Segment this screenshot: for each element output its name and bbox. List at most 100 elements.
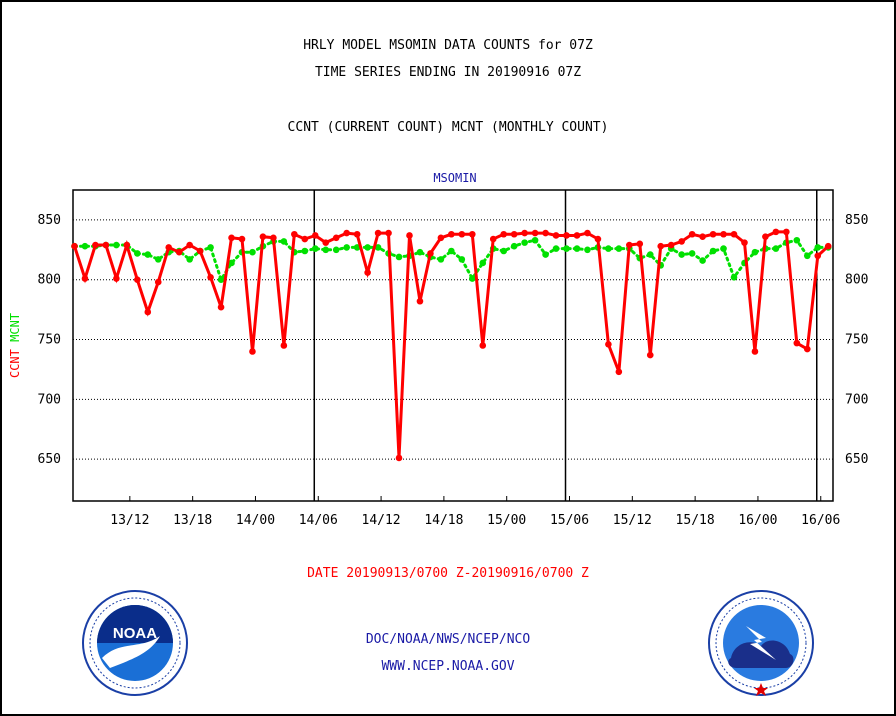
data-point-mcnt [468, 275, 476, 282]
noaa-logo-icon[interactable]: NOAA [80, 588, 190, 698]
data-point-ccnt [489, 235, 497, 243]
data-point-ccnt [165, 244, 173, 251]
data-point-mcnt [217, 276, 225, 284]
y-axis-label: CCNT MCNT [8, 313, 22, 378]
data-point-ccnt [395, 454, 403, 462]
data-point-ccnt [762, 233, 769, 240]
x-tick-label: 14/06 [299, 513, 338, 528]
data-point-mcnt [437, 256, 445, 263]
data-point-ccnt [646, 351, 654, 359]
data-point-mcnt [521, 239, 528, 246]
data-point-ccnt [175, 248, 183, 256]
data-point-ccnt [584, 229, 591, 237]
data-point-ccnt [301, 235, 309, 243]
data-point-mcnt [479, 259, 487, 267]
data-point-mcnt [113, 241, 120, 249]
data-point-mcnt [573, 245, 581, 252]
data-point-mcnt [228, 259, 235, 267]
data-point-mcnt [374, 244, 382, 251]
series-line-ccnt [73, 230, 830, 458]
x-tick-label: 15/00 [487, 513, 526, 528]
data-point-mcnt [207, 244, 214, 251]
data-point-mcnt [552, 245, 560, 252]
data-point-mcnt [395, 253, 403, 261]
x-tick-label: 14/12 [362, 513, 401, 528]
data-point-ccnt [123, 241, 131, 249]
data-point-ccnt [353, 230, 361, 238]
data-point-ccnt [605, 341, 612, 348]
data-point-mcnt [563, 245, 570, 252]
data-point-ccnt [803, 345, 811, 353]
data-point-ccnt [500, 230, 508, 238]
data-point-ccnt [783, 228, 790, 236]
x-tick-label: 15/18 [676, 513, 715, 528]
plot-frame [72, 189, 834, 502]
data-point-mcnt [720, 245, 727, 252]
data-point-mcnt [605, 245, 612, 252]
data-point-ccnt [437, 234, 445, 242]
data-point-ccnt [699, 233, 706, 240]
nws-logo-icon[interactable] [706, 588, 816, 698]
data-point-ccnt [720, 230, 727, 238]
noaa-logo-text: NOAA [113, 625, 157, 642]
y-tick-label-right: 800 [845, 273, 868, 288]
data-point-ccnt [322, 239, 330, 246]
data-point-ccnt [416, 297, 424, 305]
data-point-mcnt [311, 245, 319, 252]
y-axis-label-mcnt: MCNT [8, 313, 22, 349]
data-point-mcnt [678, 251, 685, 258]
y-tick-label-right: 700 [845, 392, 868, 407]
data-point-mcnt [186, 256, 193, 263]
data-point-mcnt [332, 246, 340, 254]
data-point-ccnt [291, 230, 298, 238]
data-point-mcnt [301, 247, 309, 255]
y-axis-label-ccnt: CCNT [8, 349, 22, 378]
data-point-mcnt [154, 256, 162, 263]
data-point-ccnt [468, 230, 476, 238]
data-point-ccnt [259, 233, 267, 240]
date-range-label: DATE 20190913/0700 Z-20190916/0700 Z [307, 566, 589, 581]
data-point-mcnt [458, 256, 466, 263]
data-point-ccnt [238, 235, 246, 243]
data-point-mcnt [448, 247, 455, 255]
y-tick-label-right: 850 [845, 213, 868, 228]
data-point-ccnt [280, 342, 288, 349]
data-point-mcnt [542, 251, 549, 258]
data-point-ccnt [688, 230, 696, 238]
data-point-ccnt [385, 229, 392, 237]
x-tick-label: 16/00 [738, 513, 777, 528]
x-tick-label: 16/06 [801, 513, 840, 528]
data-point-ccnt [626, 241, 633, 249]
data-point-ccnt [563, 232, 570, 239]
data-point-ccnt [249, 348, 256, 355]
data-point-ccnt [217, 303, 225, 311]
data-point-ccnt [406, 232, 413, 239]
y-tick-label-right: 650 [845, 452, 868, 467]
data-point-ccnt [144, 308, 152, 316]
data-point-mcnt [144, 251, 152, 258]
chart-title-line-1: HRLY MODEL MSOMIN DATA COUNTS for 07Z [303, 38, 593, 53]
data-point-ccnt [92, 241, 99, 249]
data-point-ccnt [793, 339, 801, 347]
data-point-ccnt [772, 228, 780, 236]
data-point-ccnt [573, 232, 581, 239]
data-point-mcnt [531, 236, 539, 244]
data-point-mcnt [814, 244, 822, 251]
data-point-mcnt [280, 238, 288, 245]
data-point-mcnt [343, 244, 350, 251]
data-point-ccnt [154, 278, 162, 286]
data-point-mcnt [803, 252, 811, 260]
data-point-mcnt [688, 250, 696, 257]
website-link[interactable]: WWW.NCEP.NOAA.GOV [381, 659, 515, 674]
y-tick-label-left: 850 [38, 213, 61, 228]
data-point-ccnt [709, 230, 717, 238]
data-point-ccnt [311, 232, 319, 239]
data-point-mcnt [730, 274, 738, 281]
data-point-mcnt [249, 248, 256, 256]
org-link[interactable]: DOC/NOAA/NWS/NCEP/NCO [365, 632, 531, 647]
x-tick-label: 14/00 [236, 513, 275, 528]
x-tick-label: 14/18 [424, 513, 463, 528]
data-point-ccnt [751, 348, 759, 355]
